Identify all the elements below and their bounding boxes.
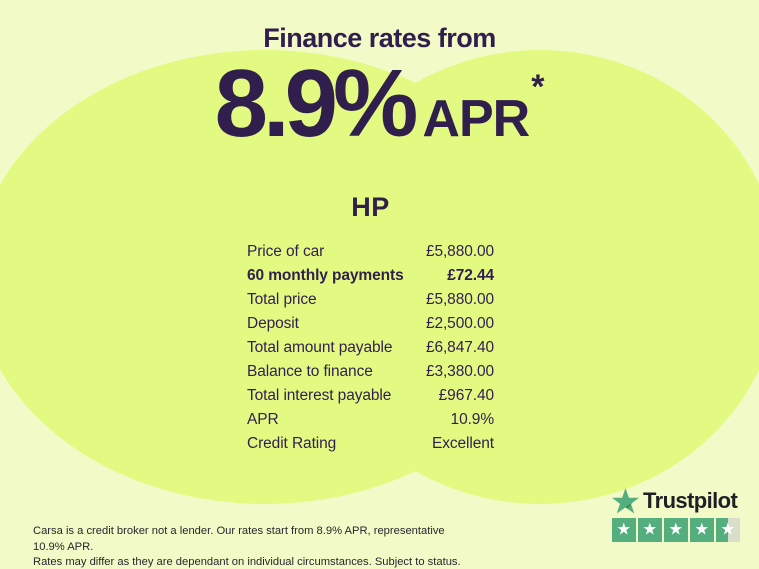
- row-value: £2,500.00: [425, 315, 494, 332]
- row-value: £967.40: [438, 387, 494, 404]
- star-icon: ★: [642, 519, 658, 538]
- row-label: Credit Rating: [247, 435, 337, 452]
- star-icon: ★: [616, 519, 632, 538]
- disclaimer-line-2: Rates may differ as they are dependant o…: [33, 556, 461, 568]
- table-row: Price of car £5,880.00: [247, 240, 494, 264]
- row-label: Balance to finance: [247, 363, 373, 380]
- trustpilot-star-icon: [612, 488, 639, 514]
- trustpilot-star-box: ★: [612, 518, 636, 542]
- trustpilot-star-box: ★: [664, 518, 688, 542]
- row-label: Deposit: [247, 315, 299, 332]
- rate-value: 8.9%: [214, 50, 419, 157]
- table-row: Balance to finance £3,380.00: [247, 360, 494, 384]
- row-label: Total interest payable: [247, 387, 392, 404]
- row-value: 10.9%: [450, 411, 495, 428]
- trustpilot-wordmark: Trustpilot: [643, 488, 738, 513]
- disclaimer-text: Carsa is a credit broker not a lender. O…: [33, 524, 473, 569]
- headline-rate: 8.9% APR *: [0, 50, 759, 157]
- row-value: Excellent: [432, 435, 494, 452]
- row-label: Total price: [247, 291, 317, 308]
- row-value: £6,847.40: [425, 339, 494, 356]
- trustpilot-logo: Trustpilot: [612, 488, 746, 514]
- finance-table: HP Price of car £5,880.00 60 monthly pay…: [247, 192, 494, 456]
- rate-footnote-marker: *: [531, 68, 545, 106]
- trustpilot-star-box: ★: [638, 518, 662, 542]
- row-value: £3,380.00: [425, 363, 494, 380]
- star-icon: ★: [720, 519, 736, 538]
- table-row: Total amount payable £6,847.40: [247, 336, 494, 360]
- row-value: £72.44: [447, 267, 494, 284]
- row-label: Total amount payable: [247, 339, 393, 356]
- table-row: 60 monthly payments £72.44: [247, 264, 494, 288]
- rate-unit: APR: [422, 90, 530, 148]
- trustpilot-badge: Trustpilot ★ ★ ★ ★ ★: [612, 488, 746, 542]
- star-icon: ★: [668, 519, 684, 538]
- row-value: £5,880.00: [425, 291, 494, 308]
- star-icon: ★: [694, 519, 710, 538]
- row-label: 60 monthly payments: [247, 267, 404, 284]
- finance-product-heading: HP: [351, 192, 390, 222]
- trustpilot-stars: ★ ★ ★ ★ ★: [612, 518, 746, 542]
- trustpilot-star-box: ★: [690, 518, 714, 542]
- table-row: Total price £5,880.00: [247, 288, 494, 312]
- trustpilot-star-box: ★: [716, 518, 740, 542]
- table-row: Total interest payable £967.40: [247, 384, 494, 408]
- table-row: APR 10.9%: [247, 408, 494, 432]
- row-label: APR: [247, 411, 279, 428]
- banner-title: Finance rates from: [263, 23, 496, 53]
- disclaimer-line-1: Carsa is a credit broker not a lender. O…: [33, 525, 445, 553]
- table-row: Credit Rating Excellent: [247, 432, 494, 456]
- table-row: Deposit £2,500.00: [247, 312, 494, 336]
- row-value: £5,880.00: [425, 243, 494, 260]
- background-blob-right: [300, 50, 759, 504]
- row-label: Price of car: [247, 243, 325, 260]
